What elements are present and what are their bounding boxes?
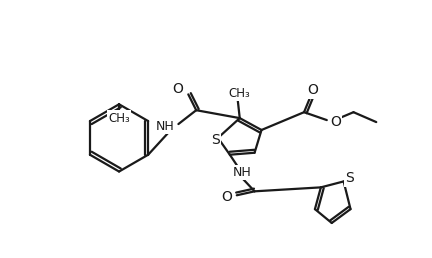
Text: O: O: [221, 190, 232, 204]
Text: O: O: [308, 83, 318, 98]
Text: O: O: [172, 82, 183, 96]
Text: CH₃: CH₃: [229, 87, 251, 100]
Text: NH: NH: [232, 166, 251, 179]
Text: O: O: [330, 115, 341, 129]
Text: NH: NH: [156, 119, 175, 133]
Text: S: S: [345, 172, 354, 186]
Text: CH₃: CH₃: [108, 112, 130, 125]
Text: S: S: [211, 133, 219, 147]
